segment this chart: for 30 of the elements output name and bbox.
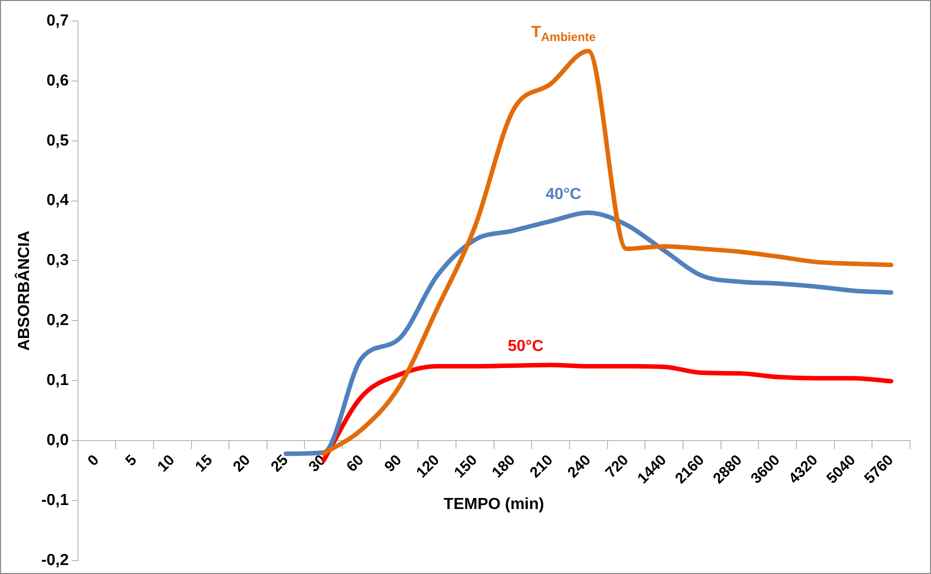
x-tick-label: 20 [230,452,254,476]
x-tick-label: 240 [564,452,594,482]
y-tick-label: 0,2 [46,312,69,330]
y-tick-label: 0,1 [46,372,69,390]
line-series [321,48,894,456]
y-tick-label: -0,1 [41,492,69,509]
y-tick-label: -0,2 [41,552,69,569]
x-tick-label: 25 [268,452,292,476]
x-tick-label: 15 [192,452,216,476]
y-axis-title: ABSORBÂNCIA [14,230,34,351]
x-tick-label: 90 [381,452,406,476]
series-label: 50°C [508,338,544,356]
series-label: 40°C [546,186,582,203]
y-tick-label: 0,6 [46,72,69,90]
x-tick-label: 5 [122,452,140,470]
x-tick-label: 60 [343,452,368,476]
x-tick-label: 0 [84,452,102,470]
y-tick-label: 0,4 [46,192,69,210]
x-tick-label: 120 [413,452,443,482]
x-tick-label: 210 [526,452,556,482]
y-tick-label: 0,7 [46,12,69,30]
y-tick-label: 0,0 [46,432,69,449]
x-tick-label: 10 [154,452,178,476]
y-tick-label: 0,5 [46,132,69,150]
line-series [284,210,894,456]
x-tick-label: 150 [451,452,481,482]
x-tick-label: 180 [488,452,519,482]
x-axis-title: TEMPO (min) [444,496,544,513]
x-tick-label: 720 [602,452,632,482]
y-tick-label: 0,3 [46,252,69,270]
